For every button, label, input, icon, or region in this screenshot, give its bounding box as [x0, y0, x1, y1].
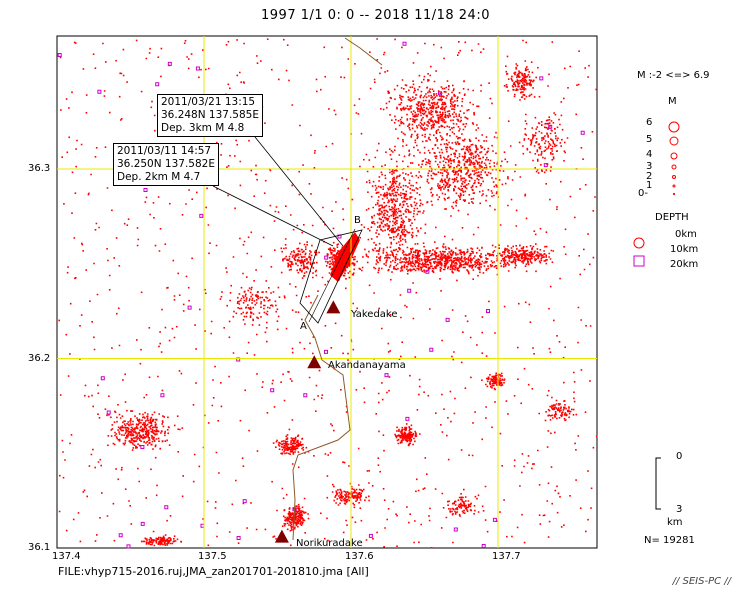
magnitude-level: 3 [646, 161, 653, 172]
callout-date: 2011/03/11 14:57 [117, 145, 212, 157]
callout-location: 36.248N 137.585E [161, 109, 259, 121]
profile-line [308, 228, 356, 323]
magnitude-symbol [672, 175, 676, 179]
magnitude-level: 0- [638, 188, 648, 199]
depth-symbol-deep [633, 255, 645, 267]
lat-tick-label: 36.2 [28, 353, 51, 364]
magnitude-level: 5 [646, 134, 653, 145]
file-label: FILE:vhyp715-2016.ruj,JMA_zan201701-2018… [58, 565, 369, 578]
magnitude-symbol [672, 184, 676, 188]
magnitude-level: 2 [646, 171, 653, 182]
lon-tick-label: 137.4 [52, 551, 81, 562]
page-title: 1997 1/1 0: 0 -- 2018 11/18 24:0 [261, 8, 490, 23]
scale-bottom-label: 3 [676, 504, 683, 515]
scale-unit-label: km [667, 517, 683, 528]
profile-point-a: A [300, 321, 307, 332]
event-callout-0311: 2011/03/11 14:57 36.250N 137.582E Dep. 2… [113, 143, 219, 186]
magnitude-legend-title: M [668, 96, 677, 107]
magnitude-symbol [671, 164, 677, 170]
depth-legend-title: DEPTH [655, 212, 689, 223]
credit-label: // SEIS-PC // [672, 576, 731, 587]
prefecture-border [292, 294, 351, 541]
lon-tick-label: 137.5 [198, 551, 227, 562]
volcano-icon [307, 355, 322, 369]
lon-tick-label: 137.7 [492, 551, 521, 562]
callout-depth-mag: Dep. 2km M 4.7 [117, 171, 201, 183]
volcano-icon [326, 300, 341, 314]
lat-tick-label: 36.3 [28, 163, 51, 174]
depth-level: 0km [675, 229, 697, 240]
callout-location: 36.250N 137.582E [117, 158, 215, 170]
event-callout-0321: 2011/03/21 13:15 36.248N 137.585E Dep. 3… [157, 94, 263, 137]
volcano-label-yakedake: Yakedake [351, 309, 398, 320]
callout-leader [254, 136, 344, 247]
magnitude-symbol [672, 192, 676, 196]
depth-level: 10km [670, 244, 699, 255]
magnitude-level: 1 [646, 180, 653, 191]
callout-leader [212, 185, 334, 247]
callout-date: 2011/03/21 13:15 [161, 96, 256, 108]
depth-level: 20km [670, 259, 699, 270]
prefecture-border-north [344, 37, 383, 66]
magnitude-symbol [670, 152, 678, 160]
lon-tick-label: 137.6 [345, 551, 374, 562]
callout-depth-mag: Dep. 3km M 4.8 [161, 122, 245, 134]
event-count: N= 19281 [644, 535, 695, 546]
volcano-icon [274, 529, 289, 543]
profile-point-b: B [354, 215, 361, 226]
lat-tick-label: 36.1 [28, 542, 51, 553]
map-frame [56, 35, 598, 549]
dense-swarm [330, 232, 360, 282]
depth-symbol-shallow [633, 237, 645, 249]
volcano-label-norikuradake: Norikuradake [296, 538, 363, 549]
volcano-label-akandanayama: Akandanayama [328, 360, 406, 371]
magnitude-level: 4 [646, 149, 653, 160]
magnitude-symbol [669, 136, 679, 146]
magnitude-level: 6 [646, 117, 653, 128]
magnitude-range: M :-2 <=> 6.9 [637, 70, 710, 81]
magnitude-symbol [668, 121, 680, 133]
scale-top-label: 0 [676, 451, 683, 462]
depth-scale-bar [655, 457, 661, 510]
